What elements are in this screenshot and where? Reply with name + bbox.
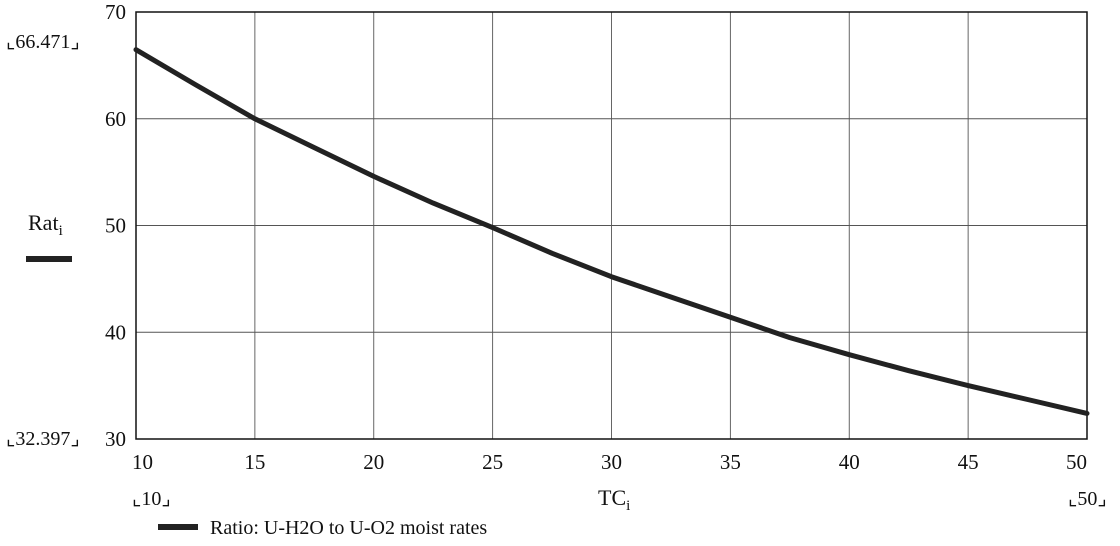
y-axis-label: Rati [28, 210, 63, 239]
x-tick-label: 10 [132, 450, 153, 474]
y-max-label: ⌞66.471⌟ [6, 31, 80, 53]
x-tick-label: 30 [601, 450, 622, 474]
x-tick-label: 25 [482, 450, 503, 474]
y-tick-label: 50 [105, 214, 126, 238]
legend-label: Ratio: U-H2O to U-O2 moist rates [210, 517, 487, 539]
y-tick-label: 40 [105, 320, 126, 344]
grid-lines [136, 12, 1087, 439]
x-tick-label: 50 [1066, 450, 1087, 474]
x-tick-label: 40 [839, 450, 860, 474]
tick-labels: 10 15 20 25 30 35 40 45 50 30 40 50 60 70 [105, 0, 1087, 474]
y-tick-label: 70 [105, 0, 126, 24]
x-min-label: ⌞10⌟ [132, 488, 171, 510]
x-tick-label: 20 [363, 450, 384, 474]
x-tick-label: 35 [720, 450, 741, 474]
series-lines [133, 47, 1090, 416]
series-line [133, 47, 1090, 416]
x-axis-label: TCi [598, 485, 630, 514]
y-tick-label: 30 [105, 427, 126, 451]
y-min-label: ⌞32.397⌟ [6, 428, 80, 450]
x-max-label: ⌞50⌟ [1068, 488, 1107, 510]
y-tick-label: 60 [105, 107, 126, 131]
x-tick-label: 45 [958, 450, 979, 474]
plot-frame [135, 11, 1088, 440]
x-tick-label: 15 [244, 450, 265, 474]
